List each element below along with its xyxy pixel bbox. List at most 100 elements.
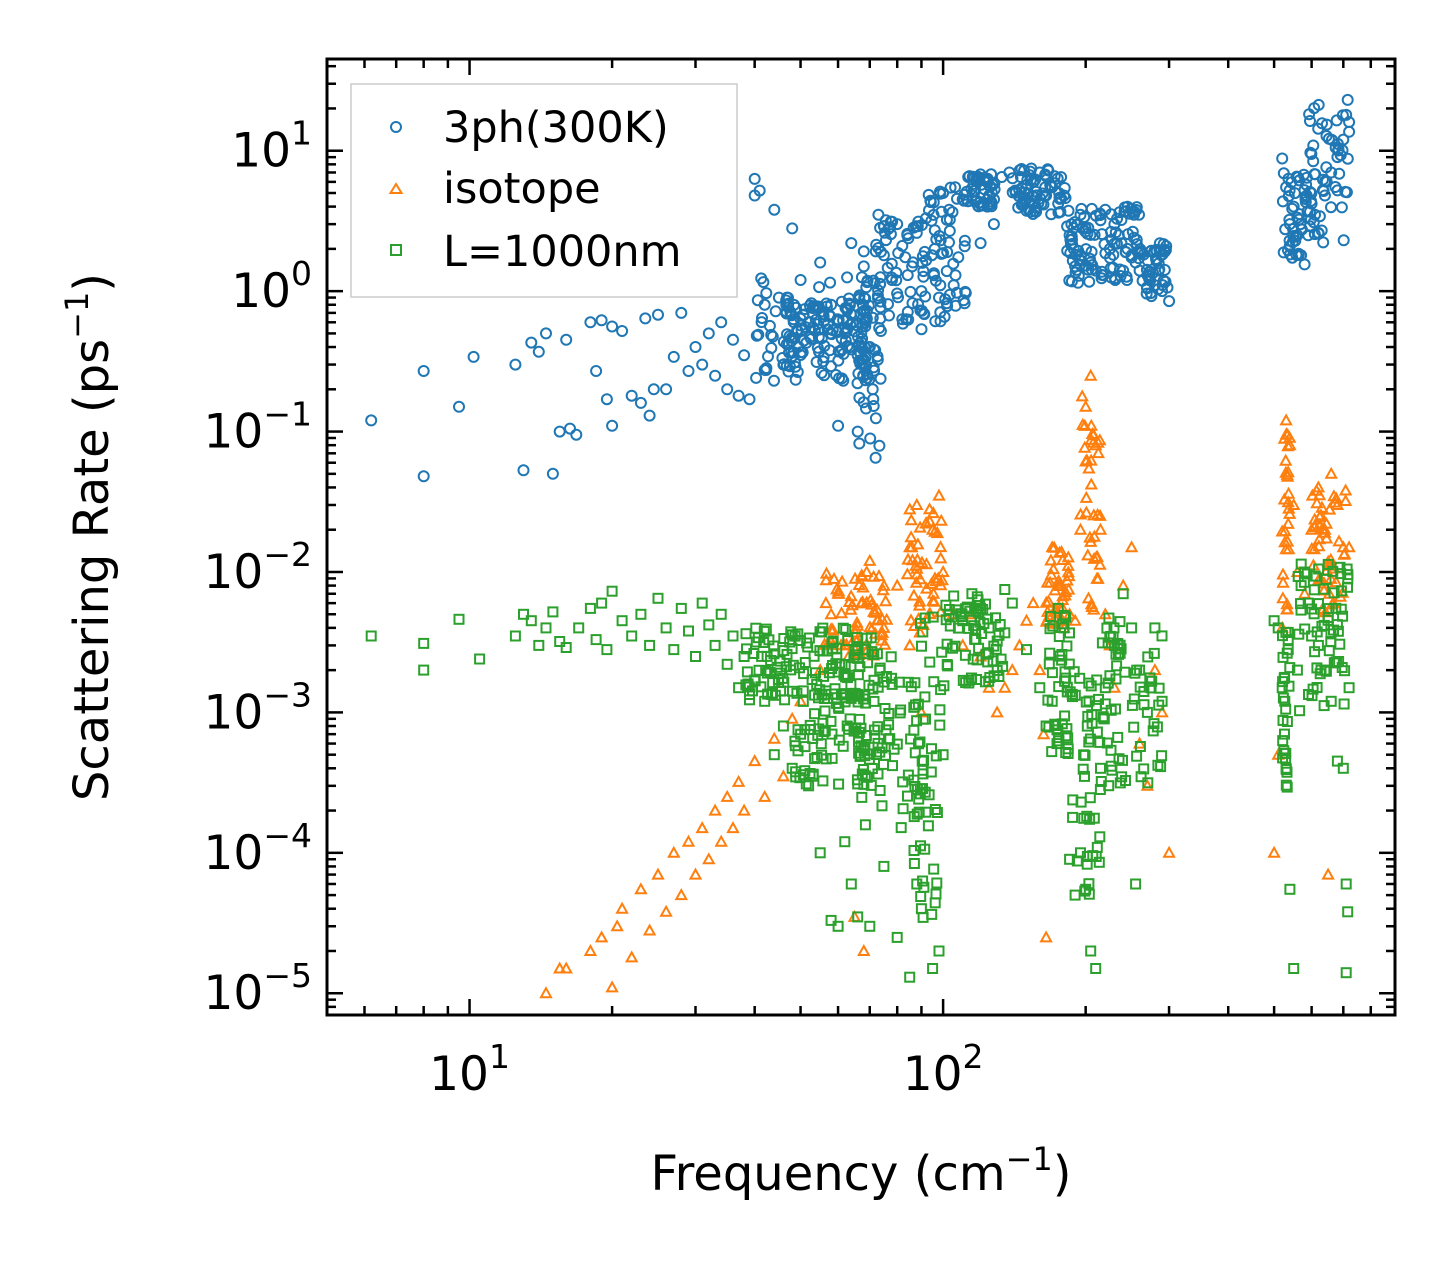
data-point-l-1000nm [1141,706,1153,718]
data-point-isotope [642,923,657,936]
data-point-3ph-300k [365,414,378,427]
data-point-l-1000nm [1328,624,1339,636]
data-point-l-1000nm [1135,771,1147,783]
data-point-3ph-300k [951,192,963,205]
data-point-isotope [857,943,871,956]
data-point-l-1000nm [752,632,764,644]
data-point-l-1000nm [1090,851,1102,862]
data-point-l-1000nm [848,725,860,737]
data-point-l-1000nm [931,807,943,818]
data-point-3ph-300k [1067,243,1080,255]
data-point-l-1000nm [833,778,845,790]
data-point-3ph-300k [830,369,842,381]
data-point-l-1000nm [915,903,927,915]
data-point-3ph-300k [934,306,947,319]
data-point-3ph-300k [1309,168,1322,181]
data-point-l-1000nm [817,775,829,787]
data-point-l-1000nm [819,725,831,737]
data-point-l-1000nm [786,643,798,655]
data-point-l-1000nm [756,650,768,662]
data-point-3ph-300k [1304,185,1316,198]
data-point-3ph-300k [639,312,652,325]
data-point-l-1000nm [1046,695,1058,707]
data-point-3ph-300k [1309,208,1321,221]
data-point-l-1000nm [1080,883,1092,895]
data-point-3ph-300k [1335,201,1348,214]
data-point-3ph-300k [943,203,956,216]
data-point-isotope [553,961,567,974]
data-point-3ph-300k [1065,218,1078,231]
data-point-3ph-300k [753,184,766,197]
data-point-l-1000nm [831,652,843,664]
data-points-layer [365,93,1356,999]
data-point-l-1000nm [777,720,789,732]
data-point-l-1000nm [1295,598,1306,610]
data-point-3ph-300k [826,324,839,337]
data-point-l-1000nm [1046,746,1058,758]
data-point-3ph-300k [911,220,924,233]
data-point-isotope [1155,705,1169,718]
data-point-l-1000nm [871,648,883,660]
data-point-3ph-300k [1095,272,1108,285]
y-tick-label: 100 [231,254,312,319]
data-point-l-1000nm [1306,690,1318,702]
data-point-l-1000nm [1059,675,1071,687]
data-point-isotope [1044,553,1058,566]
data-point-l-1000nm [683,625,694,637]
data-point-3ph-300k [1283,218,1296,231]
data-point-isotope [1087,551,1101,564]
data-point-l-1000nm [874,785,886,796]
y-tick-label: 101 [231,114,312,179]
data-point-isotope [1287,497,1301,510]
data-point-l-1000nm [418,664,430,676]
data-point-l-1000nm [1045,611,1057,622]
data-point-3ph-300k [808,324,821,337]
data-point-l-1000nm [922,820,934,832]
data-point-l-1000nm [819,705,831,717]
data-point-l-1000nm [774,655,786,667]
data-point-l-1000nm [1108,639,1120,651]
data-point-3ph-300k [1343,116,1356,129]
data-point-isotope [1005,663,1019,676]
data-point-3ph-300k [949,181,962,194]
data-point-l-1000nm [937,749,949,761]
data-point-3ph-300k [616,325,629,337]
data-point-l-1000nm [1060,672,1072,684]
data-point-3ph-300k [625,389,638,402]
data-point-3ph-300k [956,193,969,206]
data-point-l-1000nm [1312,639,1324,651]
data-point-l-1000nm [1279,728,1290,740]
data-point-l-1000nm [874,746,886,758]
data-point-3ph-300k [689,341,702,353]
data-point-l-1000nm [943,604,955,615]
data-point-3ph-300k [780,294,793,307]
data-point-l-1000nm [709,639,721,651]
data-point-l-1000nm [895,704,907,716]
data-point-isotope [928,524,942,537]
data-point-isotope [907,588,921,601]
data-point-l-1000nm [1299,623,1311,635]
data-point-l-1000nm [819,693,830,704]
data-point-l-1000nm [1128,721,1140,733]
data-point-3ph-300k [841,271,854,284]
data-point-3ph-300k [937,187,950,199]
data-point-isotope [1283,506,1297,519]
data-point-3ph-300k [883,309,895,322]
data-point-l-1000nm [971,674,983,685]
data-point-isotope [1276,567,1290,580]
data-point-l-1000nm [1338,698,1350,710]
data-point-l-1000nm [787,659,799,671]
data-point-3ph-300k [1331,184,1344,197]
data-point-3ph-300k [1127,231,1140,244]
data-point-3ph-300k [950,286,963,299]
data-point-3ph-300k [1293,213,1306,226]
data-point-3ph-300k [1069,260,1082,273]
data-point-3ph-300k [981,200,994,213]
data-point-l-1000nm [1337,610,1349,622]
data-point-isotope [767,731,781,744]
data-point-l-1000nm [888,743,900,755]
data-point-3ph-300k [647,383,660,396]
data-point-isotope [998,680,1012,693]
data-point-isotope [819,596,833,609]
data-point-3ph-300k [777,358,790,371]
